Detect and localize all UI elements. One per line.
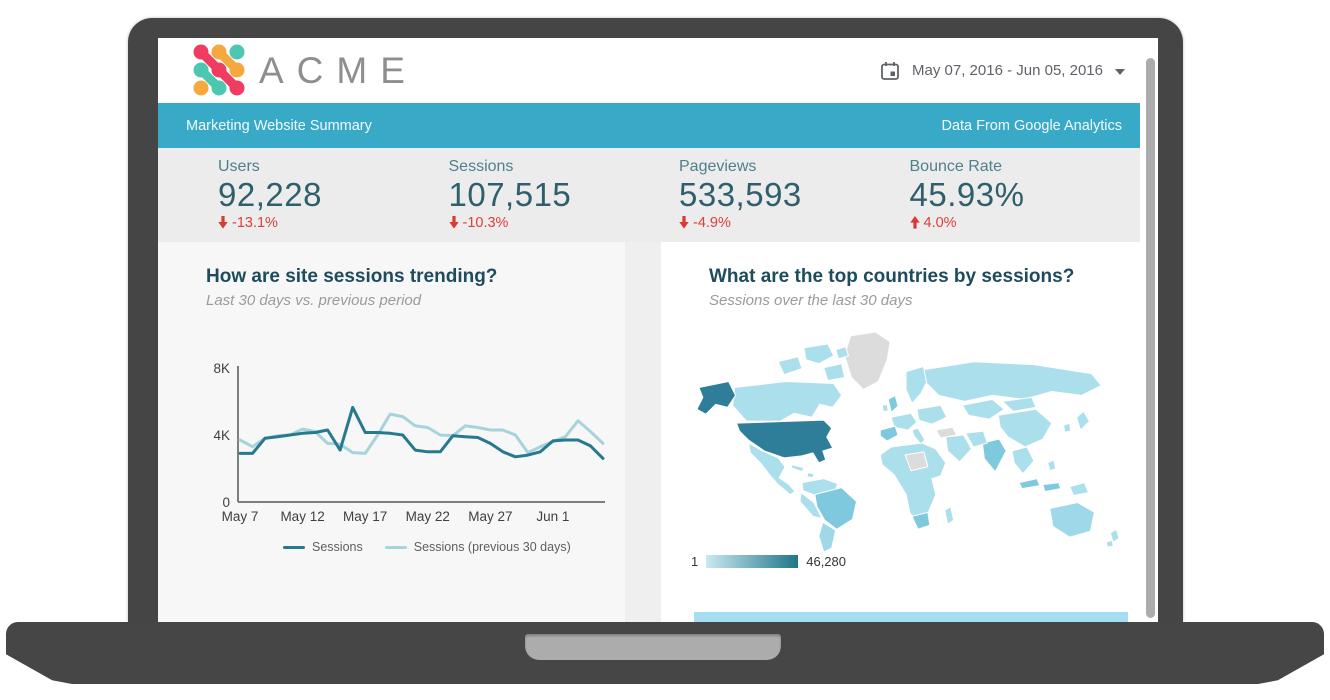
map-country-madagascar: [944, 505, 955, 525]
chart-legend: Sessions Sessions (previous 30 days): [283, 540, 571, 554]
scrollbar[interactable]: [1146, 58, 1155, 618]
top-countries-panel: What are the top countries by sessions? …: [661, 242, 1140, 622]
kpi-bounce-rate: Bounce Rate 45.93% 4.0%: [910, 148, 1141, 242]
map-country-australia: [1049, 501, 1095, 538]
laptop-base: [6, 622, 1324, 684]
report-title-bar: Marketing Website Summary Data From Goog…: [158, 103, 1140, 148]
dashboard-body: How are site sessions trending? Last 30 …: [158, 242, 1140, 622]
svg-text:4K: 4K: [213, 428, 230, 443]
map-region-alaska: [696, 381, 737, 415]
kpi-scorecards: Users 92,228 -13.1% Sessions 107,515 -10…: [158, 148, 1140, 242]
svg-text:Jun 1: Jun 1: [536, 509, 569, 524]
kpi-value: 533,593: [679, 176, 802, 213]
kpi-label: Pageviews: [679, 158, 757, 175]
report-header: ACME May 07, 2016 - Jun 05, 2016: [158, 38, 1140, 103]
chevron-down-icon: [1115, 68, 1125, 75]
kpi-value: 45.93%: [909, 176, 1025, 213]
kpi-users: Users 92,228 -13.1%: [218, 148, 449, 242]
kpi-delta: -13.1%: [218, 215, 449, 231]
map-country-china: [997, 408, 1053, 448]
svg-text:May 7: May 7: [222, 509, 259, 524]
arrow-down-icon: [218, 216, 228, 230]
arrow-down-icon: [448, 216, 459, 230]
date-range-value: May 07, 2016 - Jun 05, 2016: [912, 62, 1103, 79]
legend-swatch-current: [283, 545, 305, 549]
map-country-uk: [887, 394, 899, 413]
map-country-argentina: [818, 521, 837, 553]
legend-item-previous: Sessions (previous 30 days): [384, 540, 571, 554]
map-country-japan: [1076, 410, 1090, 431]
kpi-pageviews: Pageviews 533,593 -4.9%: [679, 148, 910, 242]
date-range-picker[interactable]: May 07, 2016 - Jun 05, 2016: [880, 61, 1125, 81]
legend-item-sessions: Sessions: [283, 540, 363, 554]
map-country-india: [981, 438, 1007, 473]
kpi-label: Bounce Rate: [909, 158, 1003, 175]
svg-text:May 12: May 12: [280, 509, 324, 524]
trend-chart-title: How are site sessions trending?: [206, 266, 498, 287]
trend-chart-subtitle: Last 30 days vs. previous period: [206, 292, 422, 309]
map-country-mexico: [747, 442, 796, 496]
laptop-lid-notch: [525, 634, 781, 660]
svg-text:May 17: May 17: [343, 509, 387, 524]
map-country-spain: [879, 425, 899, 442]
map-chart-title: What are the top countries by sessions?: [709, 266, 1075, 287]
scale-min: 1: [691, 554, 699, 569]
calendar-icon: [881, 61, 899, 80]
scale-gradient-bar: [706, 555, 799, 568]
data-source-label: Data From Google Analytics: [941, 117, 1122, 134]
arrow-up-icon: [909, 216, 920, 230]
kpi-label: Sessions: [448, 158, 514, 175]
sessions-trend-panel: How are site sessions trending? Last 30 …: [158, 242, 625, 622]
kpi-value: 107,515: [448, 176, 572, 213]
map-country-usa: [736, 419, 834, 464]
acme-logo-icon: [193, 44, 245, 95]
svg-text:May 22: May 22: [406, 509, 450, 524]
svg-text:May 27: May 27: [468, 509, 512, 524]
country-table-header-strip: [694, 612, 1128, 622]
kpi-delta: -10.3%: [448, 215, 680, 231]
map-country-south-africa: [911, 511, 931, 530]
sessions-line-chart[interactable]: 0 4K 8K May 7 May 12 May 17 May 22 May 27 Jun 1: [190, 354, 610, 529]
kpi-value: 92,228: [218, 176, 322, 213]
brand-name: ACME: [259, 49, 418, 91]
map-country-russia: [923, 361, 1102, 402]
scale-max: 46,280: [806, 554, 846, 569]
arrow-down-icon: [679, 216, 689, 230]
map-country-greenland: [844, 331, 891, 390]
kpi-delta: 4.0%: [909, 215, 1141, 231]
kpi-sessions: Sessions 107,515 -10.3%: [449, 148, 680, 242]
svg-text:0: 0: [222, 495, 230, 510]
kpi-label: Users: [218, 158, 260, 175]
dashboard-screen: ACME May 07, 2016 - Jun 05, 2016 Marketi…: [158, 38, 1158, 622]
kpi-delta: -4.9%: [679, 215, 910, 231]
map-country-canada: [732, 381, 843, 422]
laptop-screen-bezel: ACME May 07, 2016 - Jun 05, 2016 Marketi…: [128, 18, 1183, 622]
svg-text:8K: 8K: [213, 361, 230, 376]
legend-swatch-previous: [384, 545, 407, 549]
map-color-scale: 1 46,280: [691, 554, 846, 569]
map-chart-subtitle: Sessions over the last 30 days: [709, 292, 913, 309]
map-country-brazil: [814, 487, 857, 530]
world-map[interactable]: [685, 328, 1140, 556]
report-title: Marketing Website Summary: [186, 117, 372, 134]
